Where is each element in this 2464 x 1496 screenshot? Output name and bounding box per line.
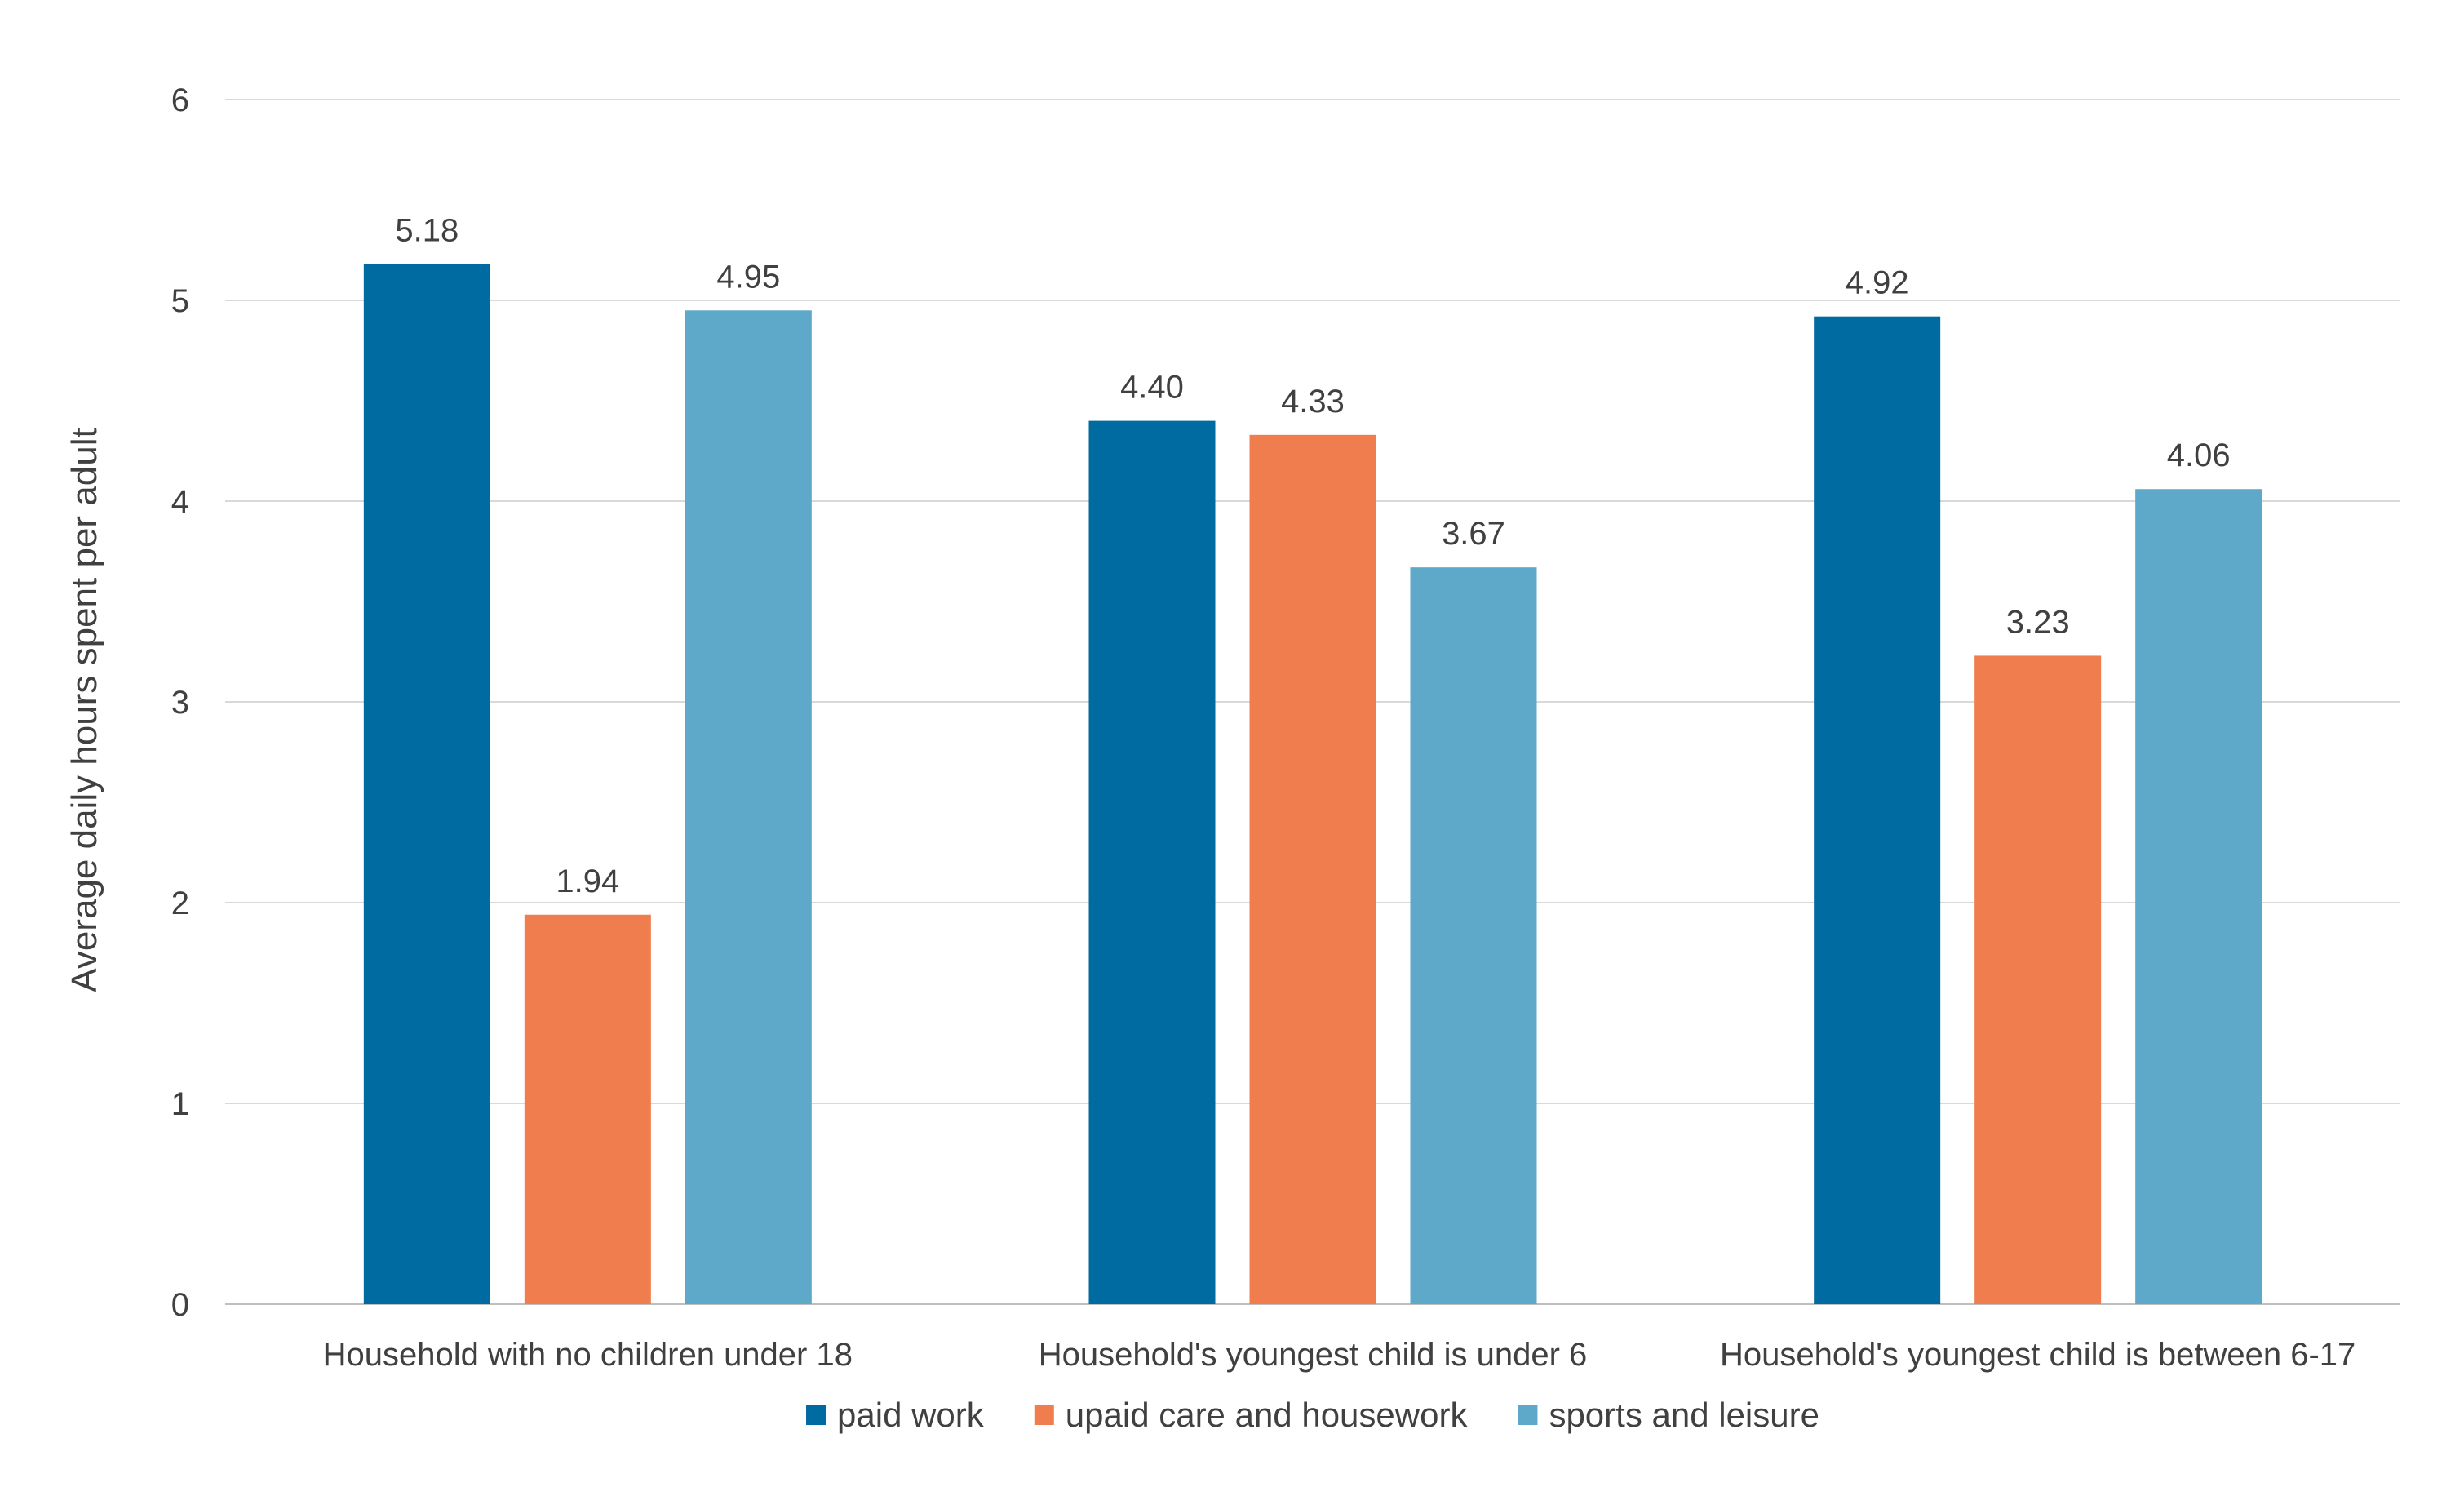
bar-sports-and-leisure-1 bbox=[1410, 567, 1537, 1304]
x-category-label: Household with no children under 18 bbox=[323, 1337, 853, 1373]
legend-swatch bbox=[1034, 1405, 1054, 1425]
legend-item-paid-work: paid work bbox=[806, 1396, 985, 1434]
y-tick-label: 5 bbox=[171, 283, 189, 319]
y-tick-label: 3 bbox=[171, 685, 189, 721]
data-label: 3.67 bbox=[1442, 516, 1505, 552]
x-axis-categories: Household with no children under 18 House… bbox=[323, 1337, 2356, 1373]
y-tick-label: 1 bbox=[171, 1086, 189, 1122]
data-label: 4.92 bbox=[1846, 265, 1909, 301]
data-label: 4.33 bbox=[1281, 384, 1345, 420]
bar-upaid-care-and-housework-0 bbox=[524, 914, 651, 1304]
legend-swatch bbox=[1518, 1405, 1538, 1425]
y-tick-label: 6 bbox=[171, 82, 189, 118]
bar-upaid-care-and-housework-1 bbox=[1249, 434, 1376, 1304]
bar-paid-work-2 bbox=[1814, 316, 1941, 1305]
data-label: 4.95 bbox=[716, 259, 780, 295]
y-axis-title: Average daily hours spent per adult bbox=[64, 428, 104, 992]
y-tick-label: 0 bbox=[171, 1287, 189, 1323]
y-axis-ticks: 0 1 2 3 4 5 6 bbox=[171, 82, 189, 1323]
legend-label: paid work bbox=[837, 1396, 985, 1434]
bars bbox=[363, 264, 2262, 1305]
bar-upaid-care-and-housework-2 bbox=[1974, 655, 2102, 1304]
legend-item-sports-and-leisure: sports and leisure bbox=[1518, 1396, 1819, 1434]
y-tick-label: 4 bbox=[171, 484, 189, 520]
bar-sports-and-leisure-0 bbox=[685, 310, 812, 1304]
legend: paid work upaid care and housework sports … bbox=[806, 1396, 1819, 1434]
data-label: 3.23 bbox=[2006, 604, 2070, 640]
bar-paid-work-0 bbox=[363, 264, 490, 1305]
legend-label: upaid care and housework bbox=[1066, 1396, 1469, 1434]
data-label: 1.94 bbox=[556, 863, 619, 899]
legend-item-upaid-care-and-housework: upaid care and housework bbox=[1034, 1396, 1469, 1434]
data-label: 5.18 bbox=[395, 213, 459, 249]
data-label: 4.06 bbox=[2167, 437, 2231, 473]
data-labels: 5.18 1.94 4.95 4.40 4.33 3.67 4.92 3.23 4.06 bbox=[395, 213, 2230, 899]
x-category-label: Household's youngest child is between 6-… bbox=[1720, 1337, 2355, 1373]
legend-swatch bbox=[806, 1405, 827, 1425]
x-category-label: Household's youngest child is under 6 bbox=[1039, 1337, 1588, 1373]
y-tick-label: 2 bbox=[171, 886, 189, 921]
bar-paid-work-1 bbox=[1088, 420, 1216, 1304]
data-label: 4.40 bbox=[1120, 370, 1184, 406]
bar-sports-and-leisure-2 bbox=[2135, 489, 2262, 1304]
legend-label: sports and leisure bbox=[1549, 1396, 1819, 1434]
